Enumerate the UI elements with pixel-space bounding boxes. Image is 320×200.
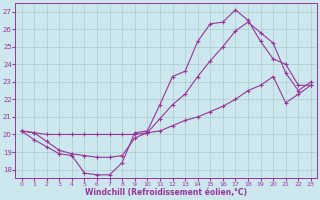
X-axis label: Windchill (Refroidissement éolien,°C): Windchill (Refroidissement éolien,°C) xyxy=(85,188,247,197)
